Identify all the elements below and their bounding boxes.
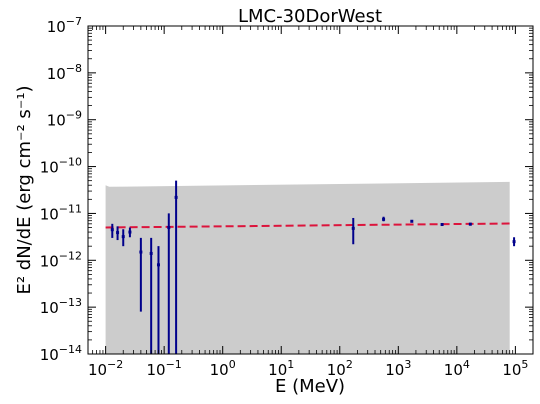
x-tick-label: 10−1 [147, 358, 182, 379]
y-tick-label: 10−14 [40, 343, 82, 364]
plot-frame [87, 25, 534, 355]
data-point [128, 227, 132, 238]
chart-title: LMC-30DorWest [238, 6, 382, 27]
data-point [512, 237, 516, 247]
y-tick-label: 10−13 [40, 296, 82, 317]
data-point [139, 237, 143, 312]
data-point [121, 229, 125, 247]
point-marker [468, 222, 472, 226]
point-marker [174, 195, 178, 199]
data-point [440, 223, 444, 227]
data-point [382, 216, 386, 222]
point-marker [410, 219, 414, 223]
y-tick-label: 10−8 [47, 62, 82, 83]
y-tick-label: 10−9 [47, 109, 82, 130]
data-point [174, 180, 178, 354]
y-tick-label: 10−10 [40, 156, 82, 177]
point-marker [116, 231, 120, 235]
y-tick-label: 10−12 [40, 249, 82, 270]
x-tick-label: 10−2 [88, 358, 123, 379]
upper-limit-band [105, 181, 510, 354]
point-marker [149, 251, 153, 255]
point-marker [121, 235, 125, 239]
x-tick-label: 104 [444, 358, 470, 379]
data-point [410, 219, 414, 223]
point-marker [382, 217, 386, 221]
x-tick-label: 101 [268, 358, 294, 379]
y-tick-label: 10−7 [47, 15, 82, 36]
data-point [156, 246, 160, 354]
x-axis-title: E (MeV) [275, 376, 345, 397]
data-point [351, 217, 355, 245]
axis-ticks: 10−2 10−1 100 101 102 103 104 105 10−14 10−13 10−1… [40, 15, 533, 379]
point-marker [167, 226, 171, 230]
data-point [110, 223, 114, 238]
data-point [116, 226, 120, 241]
point-marker [440, 223, 444, 227]
x-tick-label: 105 [502, 358, 528, 379]
point-marker [156, 263, 160, 267]
plot-area [105, 180, 516, 354]
data-point [167, 213, 171, 354]
x-tick-label: 100 [210, 358, 236, 379]
point-marker [351, 226, 355, 230]
data-point [149, 237, 153, 354]
y-axis-title: E² dN/dE (erg cm⁻² s⁻¹) [14, 85, 35, 294]
x-tick-label: 102 [327, 358, 353, 379]
point-marker [110, 228, 114, 232]
data-point [468, 222, 472, 226]
point-marker [128, 230, 132, 234]
x-tick-label: 103 [385, 358, 411, 379]
y-tick-label: 10−11 [40, 202, 82, 223]
point-marker [139, 250, 143, 254]
point-marker [512, 240, 516, 244]
